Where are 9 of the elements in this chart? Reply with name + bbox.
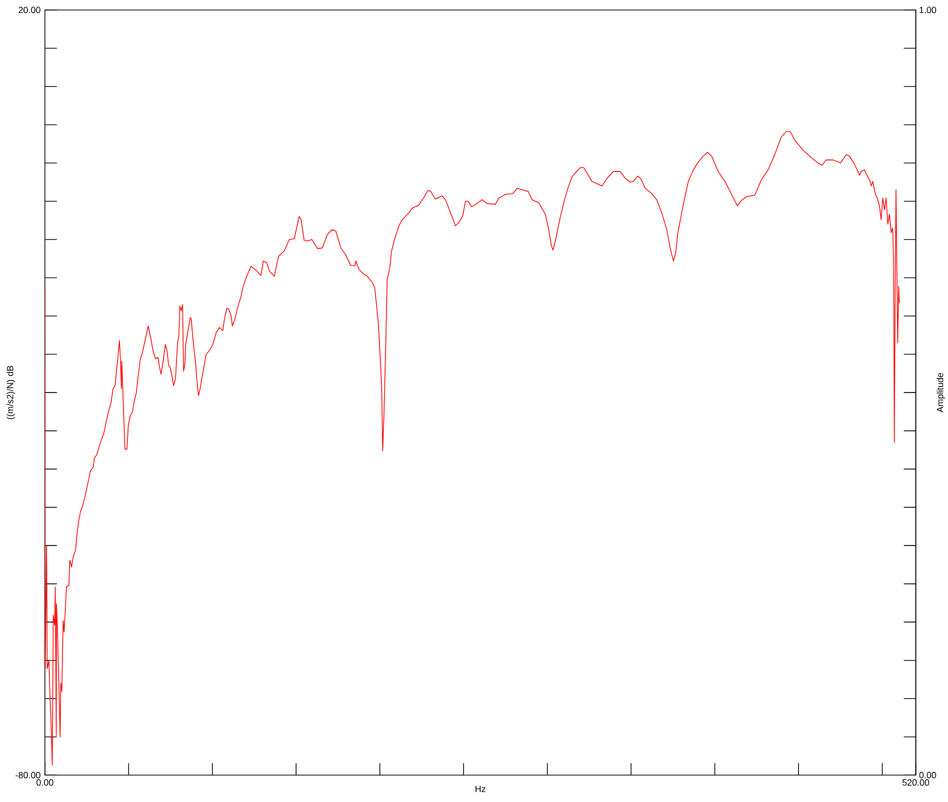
- x-tick-label: 520.00: [902, 779, 930, 786]
- y2-axis-title: Amplitude: [936, 372, 946, 412]
- y-tick-label: 20.00: [18, 6, 40, 14]
- y-axis-title: ((m/s2)/N) dB: [6, 366, 16, 420]
- y2-tick-label: 1.00: [920, 6, 936, 14]
- y-tick-label: -80.00: [16, 772, 40, 778]
- y2-tick-label: 0.00: [919, 772, 936, 778]
- x-axis-title: Hz: [476, 786, 486, 792]
- line-series: [44, 131, 900, 766]
